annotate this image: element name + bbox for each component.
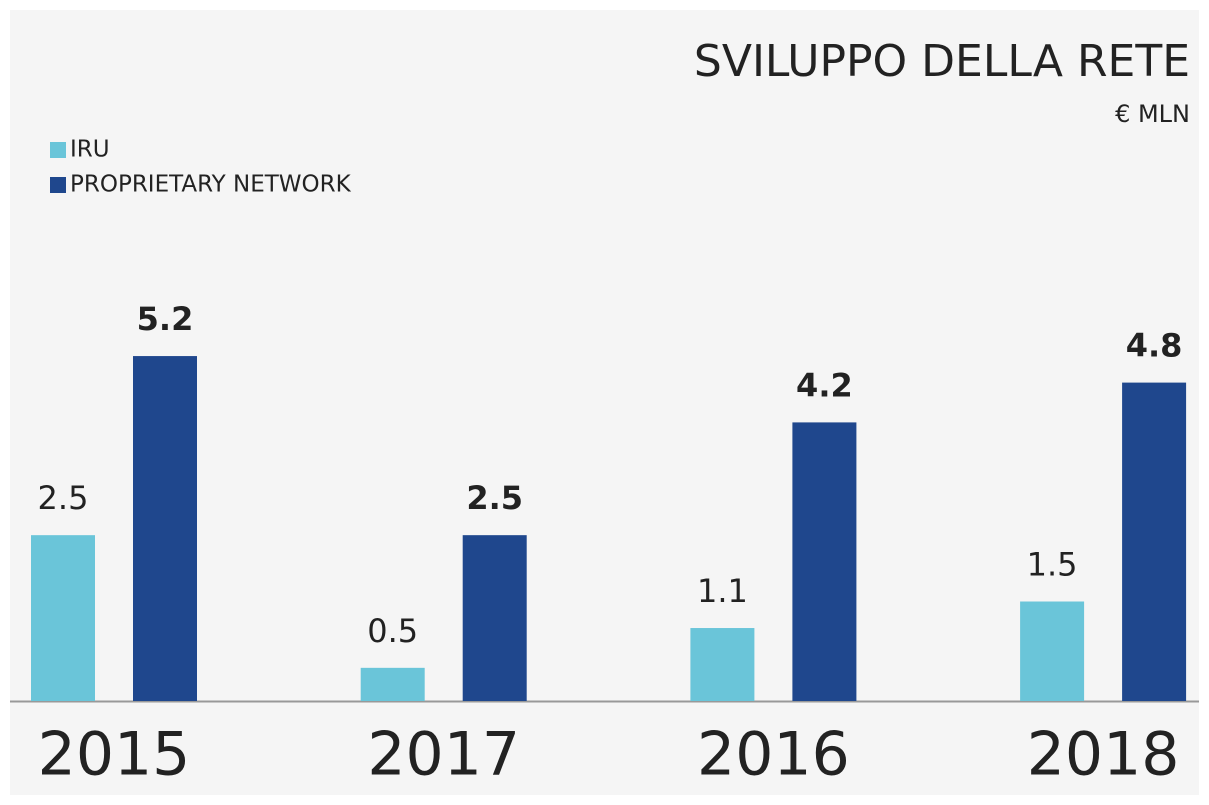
x-tick-label: 2017: [367, 720, 520, 790]
bar: [792, 422, 857, 701]
data-label: 4.8: [1126, 327, 1183, 365]
x-tick-label: 2018: [1027, 720, 1180, 790]
legend-swatch: [50, 142, 66, 158]
data-label: 2.5: [466, 479, 523, 517]
legend-label: IRU: [70, 137, 110, 163]
chart-title: SVILUPPO DELLA RETE: [694, 36, 1190, 87]
data-label: 0.5: [367, 612, 418, 650]
legend-swatch: [50, 177, 66, 193]
legend-label: PROPRIETARY NETWORK: [70, 172, 352, 198]
data-label: 1.1: [697, 572, 748, 610]
data-label: 4.2: [796, 366, 853, 404]
bar: [1020, 601, 1085, 701]
bar: [690, 628, 755, 701]
data-label: 1.5: [1027, 546, 1078, 584]
data-label: 5.2: [137, 300, 194, 338]
bar: [31, 535, 95, 701]
chart-subtitle: € MLN: [1115, 100, 1190, 128]
x-tick-label: 2015: [38, 720, 191, 790]
panel: [10, 10, 1199, 795]
bar: [1122, 382, 1187, 701]
bar: [462, 535, 527, 701]
bar: [133, 356, 197, 701]
bar: [360, 667, 425, 701]
x-tick-label: 2016: [697, 720, 850, 790]
data-label: 2.5: [38, 479, 89, 517]
